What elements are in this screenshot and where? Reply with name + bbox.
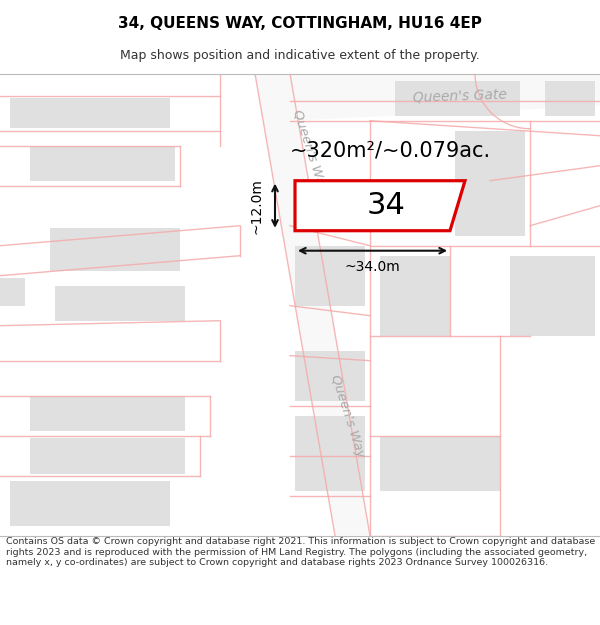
Polygon shape xyxy=(30,396,185,431)
Polygon shape xyxy=(295,416,365,491)
Text: Queen's Way: Queen's Way xyxy=(328,372,368,459)
Text: Queen's Gate: Queen's Gate xyxy=(413,87,507,104)
Polygon shape xyxy=(30,438,185,474)
Polygon shape xyxy=(545,81,595,116)
Polygon shape xyxy=(30,146,175,181)
Polygon shape xyxy=(295,246,365,306)
Polygon shape xyxy=(380,256,450,336)
Polygon shape xyxy=(395,81,520,116)
Text: Contains OS data © Crown copyright and database right 2021. This information is : Contains OS data © Crown copyright and d… xyxy=(6,538,595,568)
Text: ~320m²/~0.079ac.: ~320m²/~0.079ac. xyxy=(289,141,491,161)
Text: ~12.0m: ~12.0m xyxy=(250,177,264,234)
Polygon shape xyxy=(255,74,370,536)
Text: ~34.0m: ~34.0m xyxy=(344,260,400,274)
Polygon shape xyxy=(0,278,25,306)
Polygon shape xyxy=(295,181,465,231)
Polygon shape xyxy=(10,98,170,128)
Polygon shape xyxy=(510,256,595,336)
Polygon shape xyxy=(50,228,180,271)
Polygon shape xyxy=(55,286,185,321)
Polygon shape xyxy=(295,351,365,401)
Text: 34: 34 xyxy=(367,191,406,220)
Text: Map shows position and indicative extent of the property.: Map shows position and indicative extent… xyxy=(120,49,480,62)
Text: Queen's Way: Queen's Way xyxy=(290,107,329,194)
Polygon shape xyxy=(455,131,525,236)
Text: 34, QUEENS WAY, COTTINGHAM, HU16 4EP: 34, QUEENS WAY, COTTINGHAM, HU16 4EP xyxy=(118,16,482,31)
Polygon shape xyxy=(380,436,500,491)
Polygon shape xyxy=(255,74,600,121)
Polygon shape xyxy=(10,481,170,526)
